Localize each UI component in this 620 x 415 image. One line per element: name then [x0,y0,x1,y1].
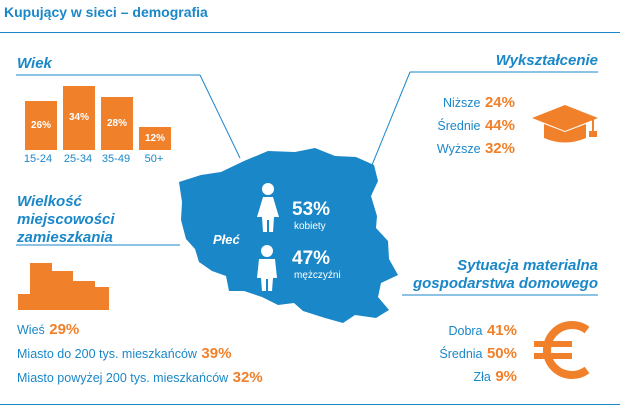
material-item-bad: Zła 9% [405,368,517,391]
education-label: Wyższe [436,142,481,156]
graduation-cap-icon [532,105,598,143]
age-bar-50plus: 12% [139,127,171,150]
town-item-village: Wieś 29% [17,321,277,345]
age-label-50plus: 50+ [144,153,164,165]
town-label: Wieś [17,323,45,337]
female-icon [257,183,279,232]
female-label: kobiety [294,221,326,232]
material-list: Dobra 41% Średnia 50% Zła 9% [405,322,517,391]
town-heading: Wielkość miejscowości zamieszkania [17,193,115,247]
education-label: Średnie [437,119,481,133]
material-label: Dobra [448,324,483,338]
education-item-secondary: Średnie 44% [400,117,515,140]
material-item-good: Dobra 41% [405,322,517,345]
age-bar-25-34: 34% [63,86,95,150]
male-value: 47% [292,248,331,269]
age-label-35-49: 35-49 [101,153,131,165]
town-value: 32% [232,369,263,386]
material-value: 50% [486,345,517,362]
material-heading-line2: gospodarstwa domowego [412,275,598,292]
town-value: 29% [49,321,80,338]
education-item-lower: Niższe 24% [400,94,515,117]
age-bar-15-24: 26% [25,101,57,150]
page-title: Kupujący w sieci – demografia [4,4,208,20]
town-label: Miasto powyżej 200 tys. mieszkańców [17,371,229,385]
town-list: Wieś 29% Miasto do 200 tys. mieszkańców … [17,321,277,393]
material-label: Zła [473,370,491,384]
town-item-small-city: Miasto do 200 tys. mieszkańców 39% [17,345,277,369]
education-value: 32% [484,140,515,157]
male-icon [257,245,277,291]
material-value: 41% [486,322,517,339]
town-heading-line2: miejscowości [17,211,115,228]
poland-shape [179,148,398,323]
age-label-15-24: 15-24 [23,153,53,165]
material-heading-line1: Sytuacja materialna [457,257,598,274]
age-bar-chart: 26% 34% 28% 12% [25,86,175,150]
age-bar-35-49: 28% [101,97,133,150]
material-label: Średnia [439,347,483,361]
male-label: mężczyźni [294,270,341,281]
age-label-25-34: 25-34 [63,153,93,165]
euro-icon [534,321,590,379]
town-heading-line3: zamieszkania [17,229,113,246]
female-value: 53% [292,199,331,220]
material-item-average: Średnia 50% [405,345,517,368]
education-connector-diagonal [371,71,411,166]
material-heading: Sytuacja materialna gospodarstwa domoweg… [400,257,598,293]
education-value: 24% [484,94,515,111]
town-item-big-city: Miasto powyżej 200 tys. mieszkańców 32% [17,369,277,393]
gender-heading: Płeć [213,232,240,247]
buildings-icon [18,263,109,310]
education-list: Niższe 24% Średnie 44% Wyższe 32% [400,94,515,163]
bottom-divider [0,404,620,405]
town-heading-line1: Wielkość [17,193,82,210]
title-divider [0,32,620,33]
age-heading: Wiek [17,55,52,72]
education-value: 44% [484,117,515,134]
town-value: 39% [201,345,232,362]
material-value: 9% [495,368,517,385]
education-heading: Wykształcenie [495,52,598,69]
town-label: Miasto do 200 tys. mieszkańców [17,347,197,361]
age-connector-diagonal [199,74,241,159]
education-item-higher: Wyższe 32% [400,140,515,163]
education-label: Niższe [443,96,481,110]
